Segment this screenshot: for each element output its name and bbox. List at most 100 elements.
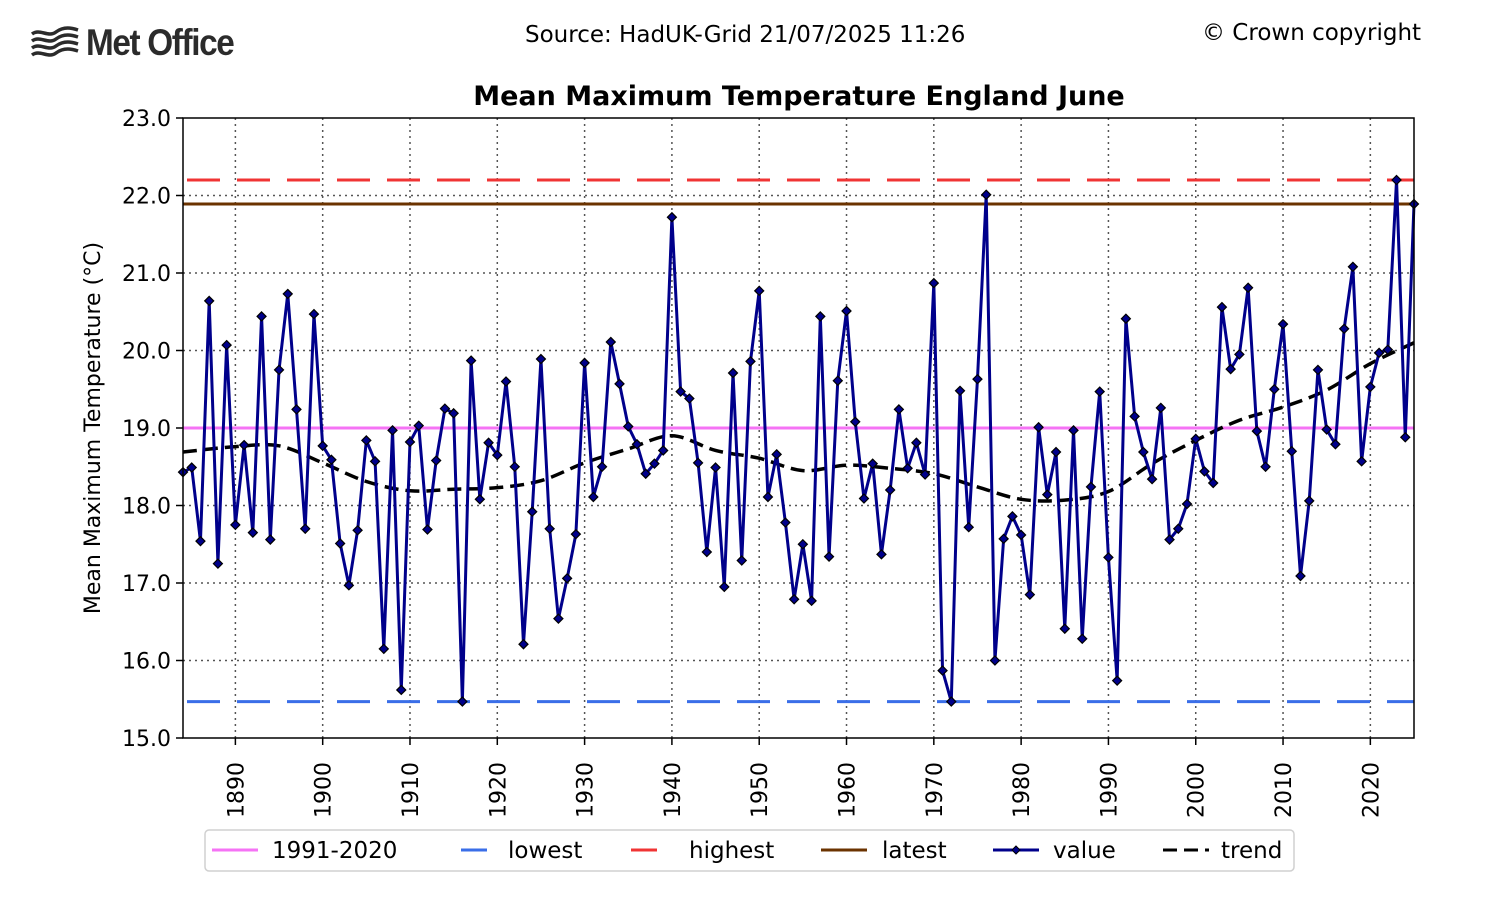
value-point: [919, 469, 931, 480]
value-point: [457, 696, 468, 707]
y-tick-label: 18.0: [122, 495, 171, 520]
value-point: [1382, 344, 1394, 356]
logo-text: Met Office: [86, 22, 235, 63]
value-point: [1015, 529, 1027, 541]
value-point: [1321, 424, 1333, 435]
value-point: [474, 493, 486, 505]
value-point: [326, 454, 337, 466]
value-point: [334, 538, 346, 549]
value-point: [544, 523, 556, 535]
value-point: [256, 311, 267, 322]
legend-item-1991-2020: 1991-2020: [212, 838, 397, 864]
y-axis: 15.0 16.0 17.0 18.0 19.0 20.0 21.0 22.0 23.0: [122, 107, 183, 752]
value-point: [483, 437, 494, 449]
x-axis: 1890 1900 1910 1920 1930 1940 1950 1960 1970 1980…: [224, 738, 1384, 818]
value-point: [884, 484, 896, 496]
value-point: [1172, 523, 1184, 535]
trend-line: [182, 341, 1415, 503]
value-point: [1364, 381, 1376, 393]
value-series: [177, 174, 1420, 707]
x-tick-label: 1950: [748, 762, 773, 818]
value-point: [1199, 466, 1210, 477]
reference-lines: [183, 178, 1414, 704]
value-point: [518, 638, 529, 650]
value-point: [718, 581, 730, 593]
legend: 1991-2020 lowest highest latest value trend: [204, 829, 1295, 872]
trend-series: [182, 341, 1415, 503]
value-point: [1303, 495, 1315, 507]
y-tick-label: 23.0: [122, 107, 171, 132]
value-point: [1120, 313, 1132, 325]
value-point: [387, 424, 398, 436]
value-point: [195, 535, 206, 547]
x-tick-label: 1990: [1097, 762, 1122, 818]
value-point: [273, 364, 285, 376]
value-point: [823, 551, 835, 562]
value-point: [893, 404, 905, 415]
legend-box: [204, 829, 1295, 872]
value-point: [360, 435, 372, 446]
value-point: [692, 457, 704, 469]
value-point: [998, 533, 1010, 545]
value-point: [238, 439, 250, 451]
value-point: [422, 524, 433, 535]
value-point: [1260, 461, 1271, 473]
value-legend-marker: [1011, 845, 1021, 855]
value-point: [343, 579, 355, 591]
x-tick-label: 1940: [661, 762, 686, 818]
value-point: [622, 421, 634, 432]
value-point: [413, 420, 425, 432]
value-point: [1146, 473, 1158, 485]
value-point: [684, 393, 695, 404]
value-point: [500, 376, 512, 387]
value-point: [1347, 261, 1359, 273]
value-point: [806, 595, 817, 607]
value-point: [1356, 455, 1367, 467]
x-tick-label: 2020: [1359, 762, 1384, 818]
value-point: [1041, 489, 1053, 500]
value-point: [291, 404, 302, 415]
value-point: [439, 403, 451, 414]
legend-item-latest: latest: [821, 838, 947, 864]
value-point: [640, 468, 652, 480]
value-point: [264, 534, 276, 545]
value-point: [448, 407, 459, 419]
value-point: [989, 655, 1001, 666]
legend-item-trend: trend: [1163, 838, 1282, 864]
value-point: [876, 548, 887, 560]
value-point: [780, 517, 791, 528]
value-point: [1399, 431, 1411, 443]
value-point: [1373, 347, 1385, 359]
x-tick-label: 1930: [574, 762, 599, 818]
value-point: [745, 356, 756, 367]
value-point: [605, 336, 617, 348]
value-point: [1242, 282, 1254, 294]
legend-label: lowest: [508, 838, 582, 864]
value-point: [788, 593, 800, 605]
value-point: [963, 521, 975, 533]
value-point: [832, 375, 844, 387]
value-point: [1068, 424, 1079, 436]
value-point: [1190, 433, 1202, 445]
legend-label: highest: [689, 838, 774, 864]
value-point: [1286, 445, 1298, 457]
value-point: [937, 665, 948, 676]
y-tick-label: 19.0: [122, 417, 171, 442]
value-point: [1268, 383, 1280, 395]
value-point: [570, 528, 582, 540]
value-point: [212, 558, 224, 569]
value-point: [1225, 363, 1237, 375]
value-point: [430, 455, 442, 466]
value-point: [849, 416, 861, 428]
value-point: [1076, 633, 1088, 645]
value-point: [1103, 552, 1114, 563]
legend-label: trend: [1221, 838, 1282, 864]
x-tick-label: 2000: [1185, 762, 1210, 818]
value-point: [1277, 318, 1289, 330]
value-point: [1085, 481, 1097, 493]
value-point: [980, 189, 992, 201]
value-point: [230, 519, 241, 531]
y-tick-label: 16.0: [122, 650, 171, 675]
value-point: [491, 449, 503, 461]
value-point: [1330, 438, 1341, 450]
